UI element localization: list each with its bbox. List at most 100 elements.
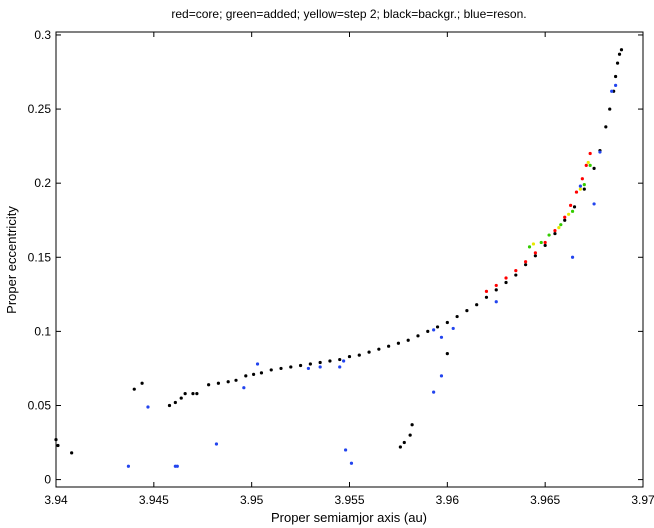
data-point: [604, 125, 608, 129]
data-point: [592, 202, 596, 206]
series-core: [484, 151, 592, 293]
data-point: [539, 240, 543, 245]
data-point: [279, 366, 283, 371]
data-point: [553, 228, 557, 233]
data-point: [367, 350, 371, 354]
data-point: [426, 329, 430, 333]
data-point: [387, 344, 391, 348]
y-tick-label: 0.3: [34, 28, 51, 42]
y-tick-label: 0.05: [28, 398, 52, 412]
data-point: [617, 52, 622, 56]
data-point: [216, 381, 221, 385]
data-point: [527, 245, 532, 249]
data-point: [582, 183, 586, 187]
data-point: [614, 74, 618, 79]
data-point: [308, 362, 312, 366]
series-reson: [126, 83, 618, 468]
data-point: [214, 442, 219, 446]
series-step-2: [531, 160, 590, 246]
data-point: [514, 273, 518, 277]
data-point: [244, 374, 248, 378]
data-point: [557, 226, 561, 230]
data-point: [377, 347, 381, 351]
data-point: [584, 163, 588, 167]
data-point: [439, 374, 444, 378]
data-point: [318, 360, 322, 365]
y-tick-label: 0: [44, 473, 51, 487]
data-point: [338, 365, 342, 369]
data-point: [259, 371, 264, 375]
data-point: [445, 352, 449, 356]
data-point: [357, 353, 361, 357]
data-point: [563, 218, 567, 222]
data-point: [533, 251, 537, 255]
data-point: [570, 209, 575, 213]
data-point: [588, 151, 592, 156]
data-point: [533, 254, 537, 258]
data-point: [126, 464, 130, 468]
data-point: [465, 309, 469, 313]
data-point: [494, 283, 498, 288]
x-tick-label: 3.97: [631, 493, 654, 507]
data-point: [504, 280, 508, 285]
data-point: [416, 334, 420, 338]
y-tick-label: 0.25: [28, 102, 52, 116]
data-point: [563, 215, 567, 219]
data-point: [269, 368, 273, 372]
data-point: [173, 400, 177, 405]
data-point: [570, 255, 575, 259]
data-point: [439, 335, 444, 339]
data-point: [547, 233, 551, 237]
data-point: [475, 303, 479, 307]
data-point: [255, 362, 260, 366]
data-point: [226, 380, 230, 384]
data-point: [543, 240, 547, 245]
data-point: [435, 325, 440, 329]
data-point: [484, 289, 489, 293]
data-point: [402, 440, 406, 445]
data-point: [578, 187, 582, 191]
data-point: [455, 314, 459, 319]
data-point: [396, 341, 401, 345]
data-point: [578, 184, 582, 188]
y-tick-label: 0.2: [34, 176, 51, 190]
data-point: [567, 212, 571, 216]
data-point: [349, 461, 354, 465]
data-point: [195, 392, 199, 396]
x-tick-label: 3.94: [44, 493, 68, 507]
data-point: [306, 366, 311, 371]
data-point: [342, 359, 346, 363]
x-axis-ticks: 3.94 3.945 3.95 3.955 3.96 3.965 3.97: [44, 32, 654, 507]
y-axis-title: Proper eccentricity: [4, 206, 19, 314]
data-point: [179, 396, 183, 400]
data-point: [234, 378, 238, 382]
data-point: [592, 166, 596, 170]
y-axis-ticks: 0 0.05 0.1 0.15 0.2 0.25 0.3: [28, 28, 643, 487]
data-point: [504, 276, 508, 280]
series-added: [527, 163, 592, 249]
x-tick-label: 3.955: [334, 493, 364, 507]
data-point: [406, 338, 410, 342]
data-point: [70, 451, 74, 455]
data-points: [54, 48, 624, 468]
data-point: [572, 205, 577, 209]
data-point: [242, 386, 246, 390]
y-tick-label: 0.1: [34, 324, 51, 338]
data-point: [494, 288, 498, 292]
data-point: [252, 372, 256, 376]
data-point: [175, 464, 179, 468]
data-point: [338, 357, 342, 362]
chart-title: red=core; green=added; yellow=step 2; bl…: [171, 7, 526, 21]
data-point: [531, 242, 536, 246]
x-tick-label: 3.96: [436, 493, 460, 507]
data-point: [608, 107, 612, 111]
x-tick-label: 3.965: [530, 493, 560, 507]
data-point: [207, 383, 211, 387]
data-point: [543, 243, 547, 248]
data-point: [398, 445, 402, 449]
data-point: [610, 89, 614, 93]
data-point: [343, 448, 348, 452]
data-point: [318, 365, 322, 369]
